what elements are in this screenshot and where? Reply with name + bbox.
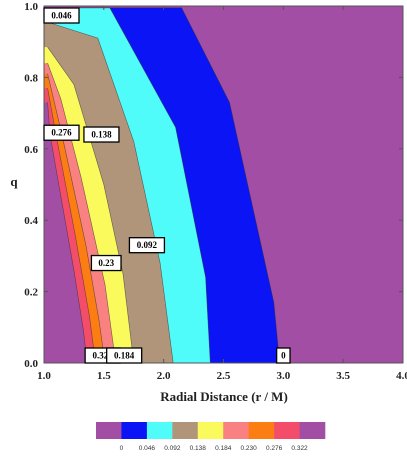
colorbar-label: 0.046 xyxy=(139,445,156,452)
contour-label-box xyxy=(43,124,80,141)
region-0.322 xyxy=(44,102,88,363)
contour-label-box xyxy=(128,237,166,254)
contour-line-0.276 xyxy=(47,88,96,363)
y-tick-label: 0.0 xyxy=(24,358,38,370)
colorbar-swatch xyxy=(274,422,300,439)
axis-ticks: 1.0 1.5 2.0 2.5 3.0 3.5 4.0 0.0 0.2 0.4 0.6 0.8 1.0 xyxy=(24,1,407,382)
colorbar-label: 0.184 xyxy=(215,445,232,452)
contour-line-0.184 xyxy=(47,62,117,363)
contour-line-0.046 xyxy=(47,7,211,363)
colorbar-label: 0 xyxy=(120,445,124,452)
colorbar-label: 0.322 xyxy=(291,445,308,452)
contour-label: 0.184 xyxy=(114,351,135,361)
colorbar-label: 0.092 xyxy=(164,445,181,452)
contour-label-box xyxy=(43,7,80,24)
colorbar-label: 0.138 xyxy=(190,445,207,452)
contour-label: 0.092 xyxy=(137,240,158,250)
colorbar-swatch xyxy=(197,422,224,439)
x-tick-label: 3.5 xyxy=(336,370,350,382)
y-axis-label: q xyxy=(10,174,18,189)
colorbar-swatch xyxy=(121,422,148,439)
y-tick-label: 1.0 xyxy=(24,1,38,13)
colorbar-swatch xyxy=(223,422,249,439)
contour-label-box xyxy=(90,254,122,272)
colorbar-swatch xyxy=(248,422,275,439)
x-tick-label: 2.5 xyxy=(217,370,231,382)
contour-labels: 0.046 0.276 0.138 0.092 0.23 0.322 0.184 0 xyxy=(43,7,291,364)
contour-label-box xyxy=(83,126,120,143)
x-tick-label: 2.0 xyxy=(157,370,171,382)
colorbar-swatch xyxy=(146,422,173,439)
contour-label: 0.276 xyxy=(51,128,72,138)
contour-line-0.138 xyxy=(47,46,135,363)
colorbar-swatch xyxy=(96,422,122,439)
y-tick-label: 0.6 xyxy=(24,144,38,156)
contour-label-box xyxy=(106,347,143,364)
colorbar-swatch xyxy=(172,422,199,439)
contour-label: 0.23 xyxy=(98,258,114,268)
contour-regions xyxy=(44,6,403,363)
contour-label: 0.046 xyxy=(51,11,72,21)
contour-label: 0.138 xyxy=(91,130,112,140)
colorbar-legend: 0 0.046 0.092 0.138 0.184 0.230 0.276 0.322 xyxy=(96,422,326,452)
colorbar-swatch xyxy=(299,422,326,439)
x-tick-label: 1.0 xyxy=(37,370,51,382)
x-axis-label: Radial Distance (r / M) xyxy=(160,389,288,404)
contour-line-0.23 xyxy=(47,73,106,363)
contour-lines xyxy=(47,7,280,363)
x-tick-label: 3.0 xyxy=(276,370,290,382)
y-tick-label: 0.4 xyxy=(24,215,38,227)
contour-line-0 xyxy=(47,7,280,363)
y-tick-label: 0.8 xyxy=(24,72,38,84)
y-tick-label: 0.2 xyxy=(24,287,38,299)
contour-label: 0 xyxy=(281,351,286,361)
contour-label: 0.322 xyxy=(93,351,114,361)
colorbar-label: 0.276 xyxy=(266,445,283,452)
contour-label-box xyxy=(275,347,291,364)
colorbar-label: 0.230 xyxy=(241,445,258,452)
x-tick-label: 1.5 xyxy=(97,370,111,382)
x-tick-label: 4.0 xyxy=(396,370,407,382)
contour-line-0.092 xyxy=(47,21,174,363)
